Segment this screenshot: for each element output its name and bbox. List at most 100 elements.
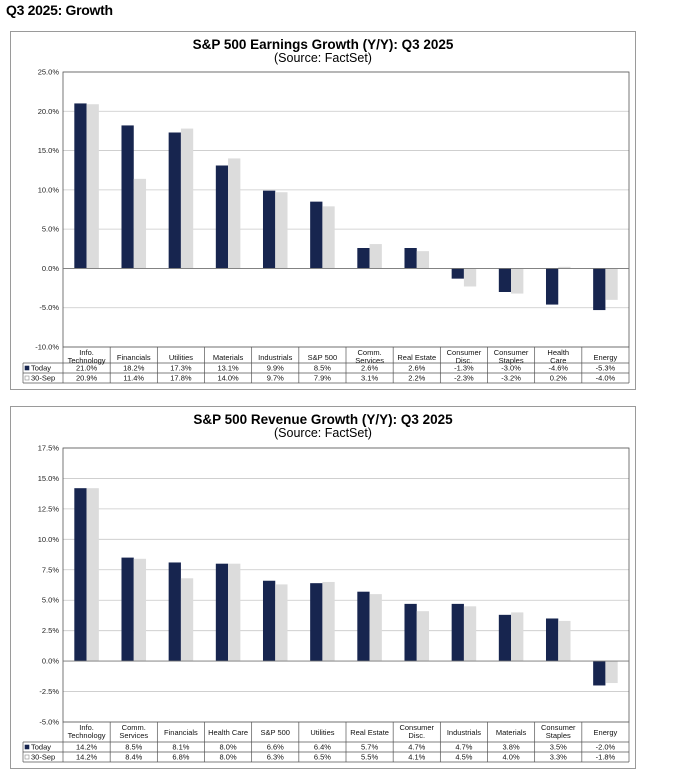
value-today-11: 3.5%: [550, 743, 567, 752]
category-label: Utilities: [310, 728, 334, 737]
bar-today-1: [74, 488, 87, 662]
bar-today-9: [451, 268, 464, 279]
y-tick-label: 0.0%: [42, 264, 59, 273]
bar-30sep-7: [369, 594, 382, 662]
bar-30sep-12: [605, 661, 618, 684]
category-label: Consumer: [494, 348, 529, 357]
bar-today-8: [404, 603, 417, 662]
category-label: Financials: [117, 353, 151, 362]
category-label: Disc.: [456, 356, 473, 365]
revenue-growth-chart: S&P 500 Revenue Growth (Y/Y): Q3 2025(So…: [22, 412, 630, 763]
value-today-6: 6.4%: [314, 743, 331, 752]
bar-today-2: [121, 557, 134, 662]
value-today-10: -3.0%: [501, 364, 521, 373]
legend-swatch: [24, 744, 30, 750]
bar-30sep-6: [322, 581, 335, 662]
category-label: Financials: [164, 728, 198, 737]
value-30sep-1: 14.2%: [76, 753, 98, 762]
value-30sep-8: 2.2%: [408, 374, 425, 383]
bar-30sep-3: [180, 128, 194, 269]
category-label: Health Care: [208, 728, 248, 737]
value-today-7: 5.7%: [361, 743, 378, 752]
category-label: Services: [119, 731, 148, 740]
earnings-chart-panel: S&P 500 Earnings Growth (Y/Y): Q3 2025 (S…: [10, 31, 636, 390]
plot-area: [62, 447, 630, 723]
value-30sep-7: 3.1%: [361, 374, 378, 383]
chart-title: S&P 500 Earnings Growth (Y/Y): Q3 2025: [193, 37, 454, 52]
bar-today-9: [451, 603, 464, 662]
legend-label: Today: [31, 743, 51, 752]
y-tick-label: -5.0%: [39, 718, 59, 727]
earnings-growth-chart: S&P 500 Earnings Growth (Y/Y): Q3 2025(S…: [22, 37, 630, 384]
category-label: Technology: [68, 731, 106, 740]
bar-today-6: [310, 201, 323, 269]
bar-30sep-3: [180, 578, 194, 662]
bar-30sep-10: [511, 612, 524, 662]
category-label: Materials: [213, 353, 244, 362]
revenue-chart-panel: S&P 500 Revenue Growth (Y/Y): Q3 2025 (So…: [10, 406, 636, 769]
bar-30sep-5: [275, 584, 288, 662]
value-30sep-2: 11.4%: [123, 374, 144, 383]
plot-area: [62, 71, 630, 348]
bar-30sep-9: [463, 268, 477, 287]
value-30sep-4: 8.0%: [220, 753, 237, 762]
category-label: Comm.: [122, 723, 146, 732]
bar-30sep-4: [228, 158, 241, 269]
category-label: Industrials: [447, 728, 481, 737]
value-30sep-4: 14.0%: [217, 374, 239, 383]
value-30sep-6: 6.5%: [314, 753, 331, 762]
value-today-5: 9.9%: [267, 364, 284, 373]
category-label: S&P 500: [261, 728, 290, 737]
category-label: Consumer: [541, 723, 576, 732]
bar-30sep-1: [86, 488, 99, 662]
category-label: Comm.: [357, 348, 381, 357]
y-tick-label: 10.0%: [38, 535, 60, 544]
bar-30sep-8: [416, 251, 430, 269]
chart-subtitle: (Source: FactSet): [274, 426, 372, 440]
bar-today-11: [545, 618, 559, 662]
y-tick-label: 10.0%: [38, 185, 60, 194]
category-label: Technology: [68, 356, 106, 365]
bar-today-7: [357, 248, 370, 269]
legend-swatch: [24, 375, 30, 381]
category-label: Energy: [594, 353, 618, 362]
category-label: Health: [547, 348, 569, 357]
y-tick-label: -2.5%: [39, 687, 59, 696]
value-today-2: 18.2%: [123, 364, 145, 373]
value-today-3: 8.1%: [172, 743, 189, 752]
category-label: Consumer: [447, 348, 482, 357]
value-30sep-5: 6.3%: [267, 753, 284, 762]
bar-today-12: [593, 268, 606, 311]
value-today-8: 2.6%: [408, 364, 425, 373]
category-label: Industrials: [258, 353, 292, 362]
category-label: Info.: [79, 348, 94, 357]
y-tick-label: 20.0%: [38, 107, 60, 116]
y-tick-label: 17.5%: [38, 444, 60, 453]
value-30sep-8: 4.1%: [408, 753, 425, 762]
category-label: Staples: [499, 356, 524, 365]
value-30sep-7: 5.5%: [361, 753, 378, 762]
value-30sep-12: -1.8%: [596, 753, 616, 762]
bar-today-10: [498, 268, 512, 292]
category-label: Consumer: [399, 723, 434, 732]
value-today-10: 3.8%: [503, 743, 520, 752]
value-today-1: 21.0%: [76, 364, 98, 373]
y-tick-label: 7.5%: [42, 565, 59, 574]
category-label: Energy: [594, 728, 618, 737]
category-label: Info.: [79, 723, 94, 732]
value-today-9: 4.7%: [455, 743, 472, 752]
y-tick-label: 0.0%: [42, 657, 59, 666]
value-30sep-9: -2.3%: [454, 374, 474, 383]
legend-label: 30-Sep: [31, 374, 55, 383]
value-30sep-9: 4.5%: [455, 753, 472, 762]
bar-today-11: [545, 268, 559, 305]
category-label: Real Estate: [350, 728, 389, 737]
bar-30sep-12: [605, 268, 618, 300]
bar-30sep-2: [133, 558, 147, 662]
value-today-8: 4.7%: [408, 743, 425, 752]
y-tick-label: 15.0%: [38, 146, 60, 155]
bar-today-1: [74, 103, 87, 269]
y-tick-label: -5.0%: [39, 303, 59, 312]
value-today-7: 2.6%: [361, 364, 378, 373]
value-today-3: 17.3%: [170, 364, 192, 373]
